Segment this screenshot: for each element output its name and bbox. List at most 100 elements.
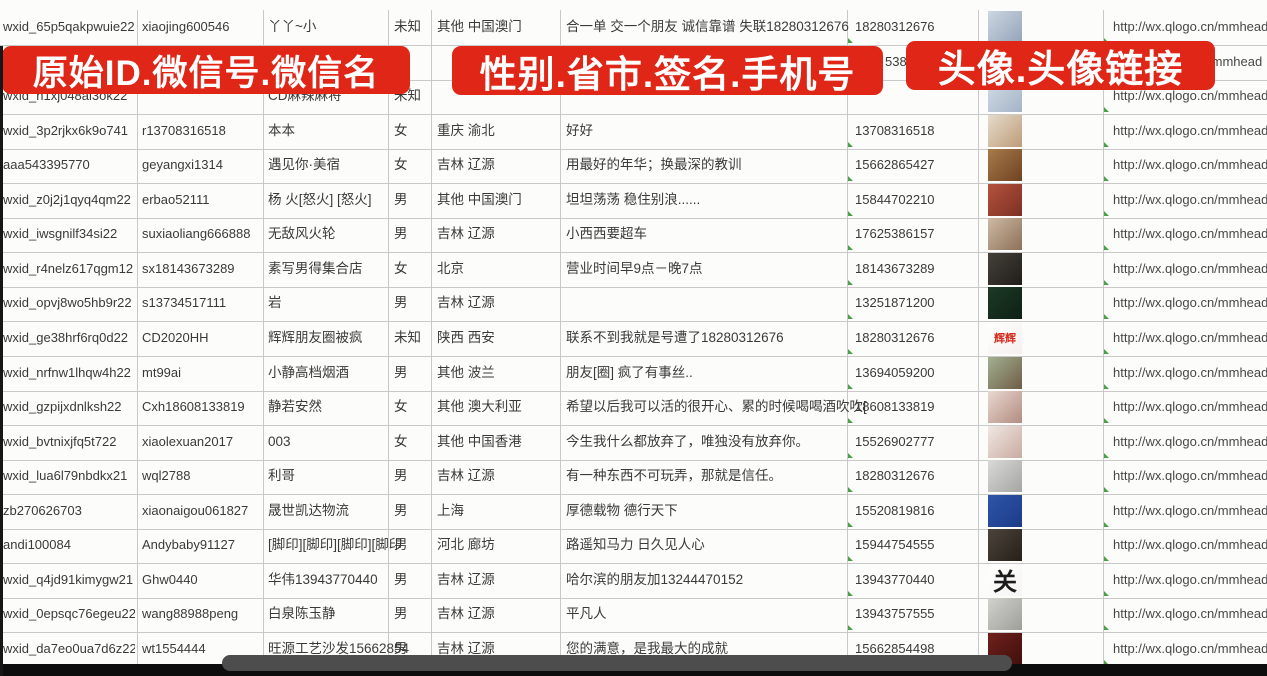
cell-signature[interactable]: 坦坦荡荡 稳住别浪...... [566, 191, 701, 207]
cell-gender[interactable]: 女 [394, 399, 408, 415]
cell-avatar-link[interactable]: http://wx.qlogo.cn/mmhead [1104, 356, 1267, 390]
cell-original-id[interactable]: wxid_nrfnw1lhqw4h22 [3, 364, 131, 380]
cell-wechat-account[interactable]: r13708316518 [142, 122, 226, 138]
cell-phone-number[interactable]: 15526902777 [848, 425, 977, 459]
cell-province-city[interactable]: 其他 波兰 [437, 364, 495, 380]
cell-avatar-link[interactable]: http://wx.qlogo.cn/mmhead [1104, 321, 1267, 355]
cell-phone-number[interactable]: 18143673289 [848, 252, 977, 286]
cell-wechat-name[interactable]: 丫丫~小 [268, 19, 317, 34]
cell-signature[interactable]: 希望以后我可以活的很开心、累的时候喝喝酒吹吹[ [566, 399, 867, 415]
cell-avatar-link[interactable]: http://wx.qlogo.cn/mmhead [1104, 597, 1267, 631]
avatar-woman-selfie-photo[interactable] [988, 11, 1022, 43]
cell-original-id[interactable]: wxid_ge38hrf6rq0d22 [3, 329, 129, 345]
cell-phone-number[interactable]: 15844702210 [848, 183, 977, 217]
horizontal-scrollbar-thumb[interactable] [222, 655, 1012, 671]
cell-province-city[interactable]: 其他 澳大利亚 [437, 399, 522, 415]
cell-gender[interactable]: 男 [394, 640, 408, 656]
cell-phone-number[interactable]: 15944754555 [848, 528, 977, 562]
cell-signature[interactable]: 小西西要超车 [566, 226, 647, 242]
cell-signature[interactable]: 好好 [566, 122, 593, 138]
cell-wechat-name[interactable]: 小静高档烟酒 [268, 364, 349, 380]
cell-wechat-account[interactable]: xiaojing600546 [142, 19, 230, 34]
avatar-woman-sunglasses-photo[interactable] [988, 356, 1022, 389]
cell-avatar-link[interactable]: http://wx.qlogo.cn/mmhead [1104, 390, 1267, 424]
cell-wechat-name[interactable]: 无敌风火轮 [268, 226, 336, 242]
cell-wechat-name[interactable]: 杨 火[怒火] [怒火] [268, 191, 372, 207]
cell-wechat-name[interactable]: 本本 [268, 122, 295, 138]
cell-wechat-name[interactable]: 辉辉朋友圈被疯 [268, 329, 363, 345]
cell-wechat-name[interactable]: 旺源工艺沙发15662854 [268, 640, 410, 656]
avatar-blue-card-with-qr-code[interactable] [988, 494, 1022, 527]
cell-original-id[interactable]: wxid_bvtnixjfq5t722 [3, 433, 117, 449]
cell-phone-number[interactable]: 15520819816 [848, 494, 977, 528]
cell-original-id[interactable]: wxid_0epsqc76egeu22 [3, 606, 135, 622]
cell-signature[interactable]: 哈尔滨的朋友加13244470152 [566, 571, 744, 587]
cell-original-id[interactable]: aaa543395770 [3, 157, 90, 173]
cell-gender[interactable]: 女 [394, 260, 408, 276]
cell-wechat-name[interactable]: 素写男得集合店 [268, 260, 363, 276]
cell-gender[interactable]: 男 [394, 295, 408, 311]
cell-phone-number[interactable]: 18280312676 [848, 321, 977, 355]
cell-province-city[interactable]: 吉林 辽源 [437, 606, 495, 622]
cell-signature[interactable]: 您的满意，是我最大的成就 [566, 640, 728, 656]
cell-gender[interactable]: 女 [394, 157, 408, 173]
cell-wechat-account[interactable]: wt1554444 [142, 640, 206, 656]
cell-signature[interactable]: 有一种东西不可玩弄，那就是信任。 [566, 468, 782, 484]
cell-avatar-link[interactable]: http://wx.qlogo.cn/mmhead [1104, 632, 1267, 666]
avatar-woman-white-dress-photo[interactable] [988, 114, 1022, 147]
cell-signature[interactable]: 厚德载物 德行天下 [566, 502, 678, 518]
cell-gender[interactable]: 女 [394, 122, 408, 138]
cell-province-city[interactable]: 陕西 西安 [437, 329, 495, 345]
avatar-brown-figurines-photo[interactable] [988, 149, 1022, 182]
cell-avatar-link[interactable]: http://wx.qlogo.cn/mmhead [1104, 528, 1267, 562]
cell-original-id[interactable]: wxid_q4jd91kimygw21 [3, 571, 134, 587]
cell-avatar-link[interactable]: http://wx.qlogo.cn/mmhead [1104, 286, 1267, 320]
avatar-gray-person-photo[interactable] [988, 598, 1022, 631]
cell-gender[interactable]: 男 [394, 606, 408, 622]
cell-wechat-account[interactable]: suxiaoliang666888 [142, 226, 251, 242]
cell-province-city[interactable]: 吉林 辽源 [437, 157, 495, 173]
cell-province-city[interactable]: 吉林 辽源 [437, 468, 495, 484]
cell-gender[interactable]: 男 [394, 468, 408, 484]
cell-original-id[interactable]: wxid_opvj8wo5hb9r22 [3, 295, 132, 311]
cell-wechat-account[interactable]: mt99ai [142, 364, 182, 380]
cell-province-city[interactable]: 吉林 辽源 [437, 571, 495, 587]
cell-wechat-name[interactable]: 晟世凯达物流 [268, 502, 349, 518]
avatar-dark-photo[interactable] [988, 529, 1022, 562]
cell-province-city[interactable]: 其他 中国香港 [437, 433, 522, 449]
cell-signature[interactable]: 合一单 交一个朋友 诚信靠谱 失联18280312676 [566, 19, 849, 34]
cell-wechat-account[interactable]: geyangxi1314 [142, 157, 223, 173]
cell-original-id[interactable]: wxid_lua6l79nbdkx21 [3, 468, 128, 484]
cell-province-city[interactable]: 其他 中国澳门 [437, 191, 522, 207]
cell-wechat-account[interactable]: sx18143673289 [142, 260, 235, 276]
cell-province-city[interactable]: 重庆 渝北 [437, 122, 495, 138]
cell-wechat-name[interactable]: 白泉陈玉静 [268, 606, 336, 622]
cell-wechat-account[interactable]: xiaonaigou061827 [142, 502, 249, 518]
cell-avatar-link[interactable]: http://wx.qlogo.cn/mmhead [1104, 183, 1267, 217]
cell-province-city[interactable]: 吉林 辽源 [437, 295, 495, 311]
avatar-white-with-black-calligraphy[interactable]: 关 [988, 563, 1022, 596]
cell-province-city[interactable]: 上海 [437, 502, 464, 518]
cell-wechat-name[interactable]: [脚印][脚印][脚印][脚印 [268, 537, 403, 553]
cell-avatar-link[interactable]: /mmhead [1208, 53, 1263, 69]
cell-original-id[interactable]: wxid_iwsgnilf34si22 [3, 226, 118, 242]
cell-wechat-name[interactable]: 岩 [268, 295, 282, 311]
cell-wechat-account[interactable]: wang88988peng [142, 606, 239, 622]
cell-province-city[interactable]: 河北 廊坊 [437, 537, 495, 553]
avatar-person-white-hat-photo[interactable] [988, 460, 1022, 493]
cell-province-city[interactable]: 北京 [437, 260, 464, 276]
cell-wechat-account[interactable]: wql2788 [142, 468, 191, 484]
cell-wechat-account[interactable]: Andybaby91127 [142, 537, 236, 553]
cell-avatar-link[interactable]: http://wx.qlogo.cn/mmhead [1104, 217, 1267, 251]
cell-wechat-account[interactable]: erbao52111 [142, 191, 210, 207]
cell-avatar-link[interactable]: http://wx.qlogo.cn/mmhead [1104, 10, 1267, 44]
avatar-red-group-photo[interactable] [988, 183, 1022, 216]
cell-original-id[interactable]: wxid_z0j2j1qyq4qm22 [3, 191, 131, 207]
cell-wechat-name[interactable]: 遇见你·美宿 [268, 157, 340, 173]
cell-avatar-link[interactable]: http://wx.qlogo.cn/mmhead [1104, 494, 1267, 528]
cell-wechat-account[interactable]: s13734517111 [142, 295, 227, 311]
cell-phone-number[interactable]: 15662865427 [848, 148, 977, 182]
cell-signature[interactable]: 路遥知马力 日久见人心 [566, 537, 705, 553]
avatar-dark-green-neon-sign-photo[interactable] [988, 287, 1022, 320]
cell-avatar-link[interactable]: http://wx.qlogo.cn/mmhead [1104, 114, 1267, 148]
